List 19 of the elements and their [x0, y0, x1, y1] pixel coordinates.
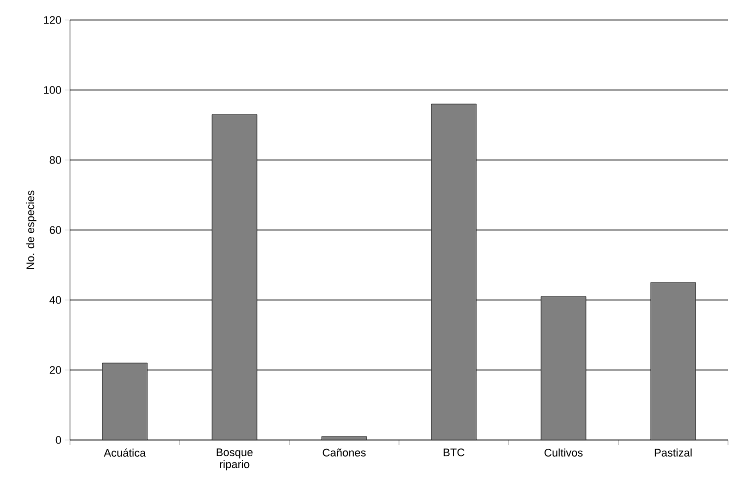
- y-tick-label: 100: [44, 86, 62, 94]
- x-tick-label: Cañones: [322, 448, 366, 456]
- bar: [650, 282, 696, 440]
- y-tick-label: 0: [56, 436, 62, 444]
- y-tick-label: 80: [50, 156, 62, 164]
- x-tick-label: Bosque ripario: [216, 448, 253, 470]
- y-tick-label: 60: [50, 226, 62, 234]
- bar: [212, 114, 257, 440]
- x-tick-label: Cultivos: [544, 448, 583, 457]
- bar: [541, 296, 586, 440]
- y-axis-title: No. de especies: [26, 190, 36, 269]
- y-tick-label: 120: [44, 16, 62, 24]
- y-tick-label: 20: [50, 366, 62, 374]
- x-tick-label: BTC: [444, 448, 464, 456]
- y-tick-label: 40: [50, 296, 62, 304]
- bar: [431, 104, 476, 440]
- x-tick-label: Acuática: [104, 448, 146, 457]
- bar: [102, 363, 148, 440]
- x-tick-label: Pastizal: [654, 448, 692, 457]
